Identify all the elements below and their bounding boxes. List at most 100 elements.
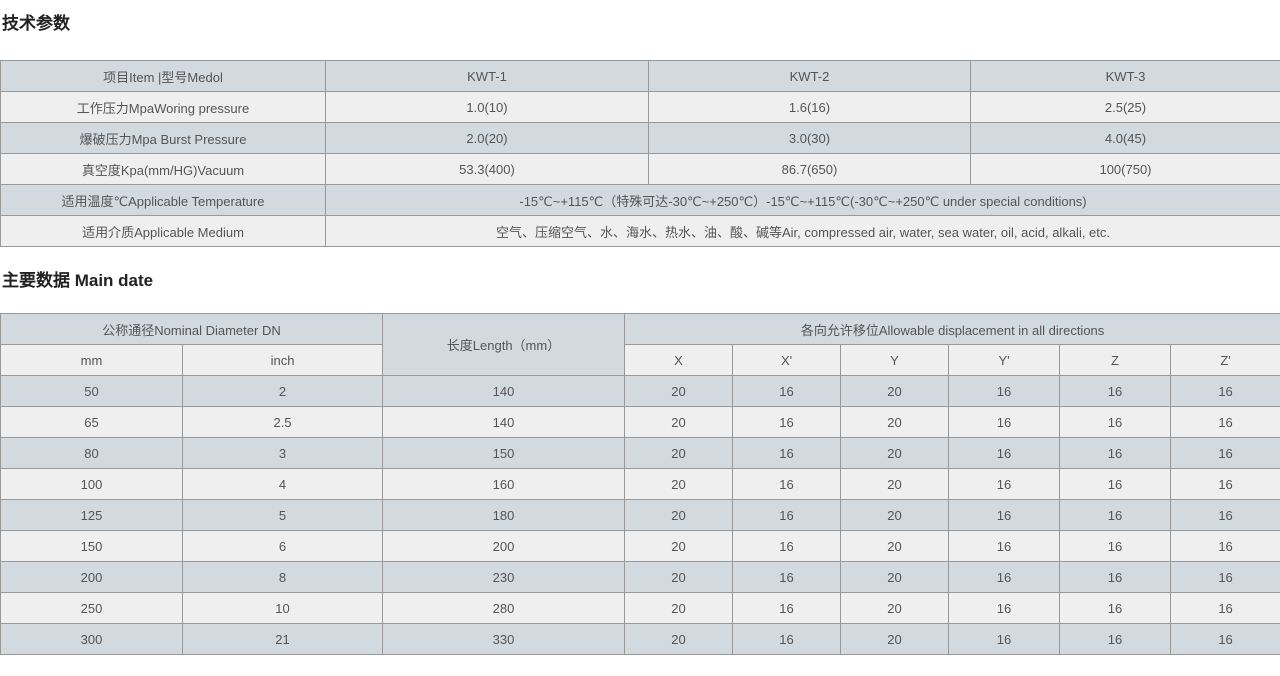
table-group-header-row: 公称通径Nominal Diameter DN 长度Length（mm） 各向允… <box>0 313 1280 376</box>
table-cell: 16 <box>1059 499 1172 531</box>
table-cell: 16 <box>732 437 842 469</box>
table-cell: 6 <box>181 530 384 562</box>
column-header-x-prime: X' <box>732 344 842 376</box>
table-cell: 16 <box>948 561 1061 593</box>
table-cell-medium-list: 空气、压缩空气、水、海水、热水、油、酸、碱等Air, compressed ai… <box>325 215 1280 247</box>
table-cell: 20 <box>840 406 950 438</box>
table-cell: 1.6(16) <box>648 91 971 123</box>
table-cell: 5 <box>181 499 384 531</box>
table-cell: 2 <box>181 375 384 407</box>
table-row-burst-pressure: 爆破压力Mpa Burst Pressure 2.0(20) 3.0(30) 4… <box>0 122 1280 154</box>
table-cell: 20 <box>840 437 950 469</box>
column-header-kwt2: KWT-2 <box>648 60 971 92</box>
table-cell: 2.5 <box>181 406 384 438</box>
table-cell: 150 <box>382 437 626 469</box>
table-cell: 20 <box>624 375 734 407</box>
column-header-mm: mm <box>0 344 183 376</box>
table-cell: 20 <box>840 499 950 531</box>
table-cell: 16 <box>948 499 1061 531</box>
table-cell: 250 <box>0 592 183 624</box>
table-cell: 65 <box>0 406 183 438</box>
table-row-vacuum: 真空度Kpa(mm/HG)Vacuum 53.3(400) 86.7(650) … <box>0 153 1280 185</box>
table-row: 65 2.5 140 20 16 20 16 16 16 <box>0 406 1280 438</box>
table-cell: 16 <box>1059 530 1172 562</box>
main-table-body: 公称通径Nominal Diameter DN 长度Length（mm） 各向允… <box>0 313 1280 655</box>
table-cell: 16 <box>1170 468 1280 500</box>
column-header-length: 长度Length（mm） <box>382 313 626 376</box>
table-cell: 16 <box>732 499 842 531</box>
table-cell: 20 <box>840 375 950 407</box>
table-cell: 16 <box>1059 592 1172 624</box>
table-cell: 20 <box>624 468 734 500</box>
table-row-medium: 适用介质Applicable Medium 空气、压缩空气、水、海水、热水、油、… <box>0 215 1280 247</box>
table-cell: 16 <box>732 623 842 655</box>
table-cell: 16 <box>1170 530 1280 562</box>
row-label: 适用介质Applicable Medium <box>0 215 326 247</box>
table-cell: 16 <box>948 375 1061 407</box>
table-cell: 140 <box>382 406 626 438</box>
row-label: 爆破压力Mpa Burst Pressure <box>0 122 326 154</box>
row-label: 适用温度℃Applicable Temperature <box>0 184 326 216</box>
table-cell: 100 <box>0 468 183 500</box>
table-cell: 80 <box>0 437 183 469</box>
table-cell: 20 <box>840 561 950 593</box>
column-header-x: X <box>624 344 734 376</box>
column-header-nominal-diameter: 公称通径Nominal Diameter DN <box>0 313 384 345</box>
table-cell: 16 <box>948 592 1061 624</box>
table-cell: 20 <box>840 592 950 624</box>
table-row-working-pressure: 工作压力MpaWoring pressure 1.0(10) 1.6(16) 2… <box>0 91 1280 123</box>
table-row: 125 5 180 20 16 20 16 16 16 <box>0 499 1280 531</box>
table-cell: 16 <box>948 530 1061 562</box>
table-cell: 16 <box>1170 499 1280 531</box>
table-row: 300 21 330 20 16 20 16 16 16 <box>0 623 1280 655</box>
table-cell: 16 <box>732 468 842 500</box>
table-cell: 16 <box>1059 406 1172 438</box>
table-cell: 20 <box>624 499 734 531</box>
column-header-kwt1: KWT-1 <box>325 60 649 92</box>
column-header-inch: inch <box>181 344 384 376</box>
column-header-y: Y <box>840 344 950 376</box>
table-cell: 16 <box>1059 375 1172 407</box>
table-cell: 50 <box>0 375 183 407</box>
table-row: 200 8 230 20 16 20 16 16 16 <box>0 561 1280 593</box>
column-header-z-prime: Z' <box>1170 344 1280 376</box>
table-row: 250 10 280 20 16 20 16 16 16 <box>0 592 1280 624</box>
table-cell: 100(750) <box>970 153 1280 185</box>
table-cell: 16 <box>732 530 842 562</box>
tech-params-table: 项目Item |型号Medol KWT-1 KWT-2 KWT-3 工作压力Mp… <box>0 60 1280 247</box>
section-title-main-data: 主要数据 Main date <box>2 271 154 290</box>
table-subheader-row: mm inch X X' Y Y' Z Z' <box>0 344 1280 376</box>
table-cell: 20 <box>624 561 734 593</box>
table-cell: 16 <box>948 623 1061 655</box>
table-cell: 20 <box>840 623 950 655</box>
table-cell: 16 <box>948 406 1061 438</box>
table-cell: 230 <box>382 561 626 593</box>
table-cell: 3 <box>181 437 384 469</box>
table-cell: 300 <box>0 623 183 655</box>
table-cell: 330 <box>382 623 626 655</box>
column-header-z: Z <box>1059 344 1172 376</box>
table-cell: 16 <box>1059 623 1172 655</box>
table-cell: 16 <box>1059 437 1172 469</box>
table-cell-temperature-range: -15℃~+115℃（特殊可达-30℃~+250℃）-15℃~+115℃(-30… <box>325 184 1280 216</box>
column-header-displacement: 各向允许移位Allowable displacement in all dire… <box>624 313 1280 345</box>
table-cell: 16 <box>1170 623 1280 655</box>
table-row: 150 6 200 20 16 20 16 16 16 <box>0 530 1280 562</box>
table-cell: 4.0(45) <box>970 122 1280 154</box>
table-cell: 16 <box>732 561 842 593</box>
table-cell: 16 <box>948 468 1061 500</box>
table-cell: 280 <box>382 592 626 624</box>
table-cell: 16 <box>732 375 842 407</box>
table-cell: 20 <box>840 468 950 500</box>
table-cell: 200 <box>382 530 626 562</box>
column-header-y-prime: Y' <box>948 344 1061 376</box>
table-cell: 16 <box>1170 561 1280 593</box>
table-cell: 150 <box>0 530 183 562</box>
table-row: 80 3 150 20 16 20 16 16 16 <box>0 437 1280 469</box>
table-cell: 20 <box>624 592 734 624</box>
table-cell: 2.0(20) <box>325 122 649 154</box>
table-cell: 21 <box>181 623 384 655</box>
table-cell: 180 <box>382 499 626 531</box>
table-cell: 16 <box>948 437 1061 469</box>
